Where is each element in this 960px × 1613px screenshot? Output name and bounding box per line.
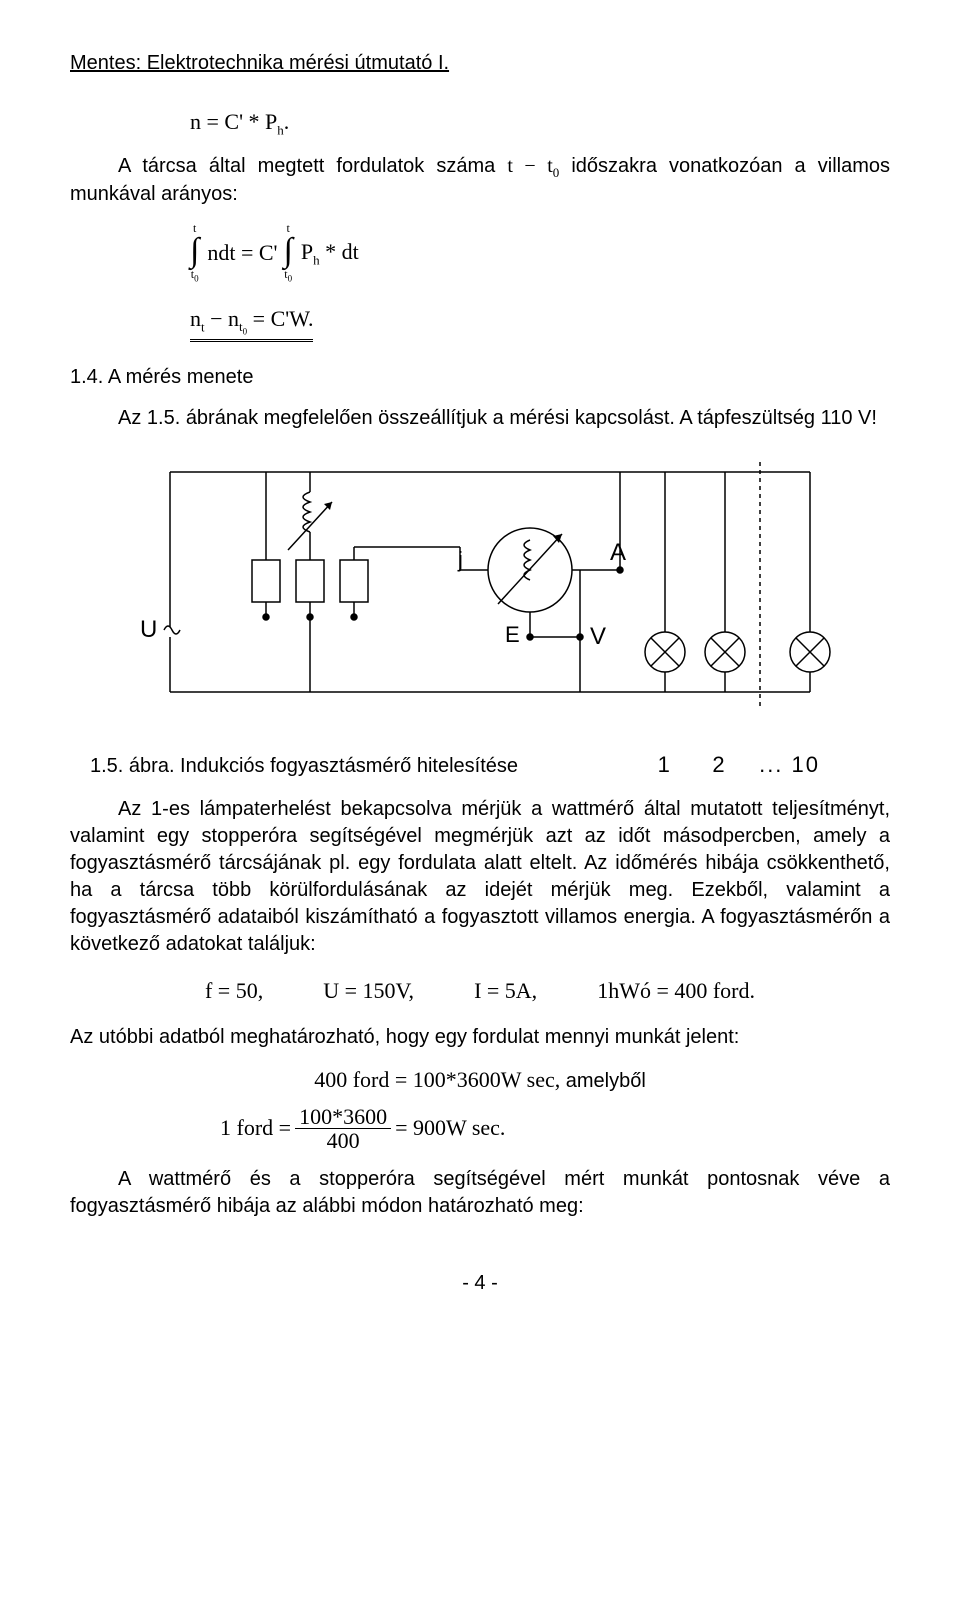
label-V: V <box>590 623 606 650</box>
eq3-a: n <box>190 306 201 331</box>
param-u: U = 150V, <box>323 976 414 1006</box>
page-number: - 4 - <box>70 1270 890 1297</box>
equation-nt-cw: nt − nt0 = C'W. <box>190 304 890 342</box>
int-rhs: Ph * dt <box>301 237 359 269</box>
int-lhs: ndt = C' <box>207 238 277 268</box>
int-bot2-sub: 0 <box>288 274 293 284</box>
eq3-sub2: t0 <box>239 319 247 334</box>
int-bot: t0 <box>191 268 199 283</box>
param-ford: 1hWó = 400 ford. <box>597 976 755 1006</box>
paragraph-error: A wattmérő és a stopperóra segítségével … <box>70 1166 890 1220</box>
eq-text: n = C' * P <box>190 109 277 134</box>
paragraph-setup: Az 1.5. ábrának megfelelően összeállítju… <box>70 405 890 432</box>
integral-right: t ∫ t0 <box>284 222 293 283</box>
int-rhs-tail: * dt <box>320 239 359 264</box>
paragraph-interval: A tárcsa által megtett fordulatok száma … <box>70 153 890 209</box>
figure-caption-row: 1.5. ábra. Indukciós fogyasztásmérő hite… <box>70 750 890 780</box>
eq5-body: 400 ford = 100*3600W sec, <box>314 1067 566 1092</box>
eq6-num: 100*3600 <box>295 1105 391 1128</box>
eq6-rhs: = 900W sec. <box>395 1113 505 1143</box>
lamp-numbers: 1 2 ... 10 <box>658 750 820 780</box>
circuit-svg: U j <box>110 452 850 732</box>
text: Az 1.5. ábrának megfelelően összeállítju… <box>118 407 877 429</box>
int-bot2: t0 <box>284 268 292 283</box>
eq6-den: 400 <box>323 1129 364 1152</box>
figure-caption: 1.5. ábra. Indukciós fogyasztásmérő hite… <box>70 753 518 780</box>
label-U: U <box>140 616 157 643</box>
param-f: f = 50, <box>205 976 263 1006</box>
paragraph-derive: Az utóbbi adatból meghatározható, hogy e… <box>70 1024 890 1051</box>
equation-integral: t ∫ t0 ndt = C' t ∫ t0 Ph * dt <box>190 222 890 283</box>
label-E: E <box>505 622 520 647</box>
eq6-fraction: 100*3600 400 <box>295 1105 391 1152</box>
inline-expr: t − t0 <box>507 155 559 177</box>
text: A tárcsa által megtett fordulatok száma <box>118 155 507 177</box>
paragraph-measurement: Az 1-es lámpaterhelést bekapcsolva mérjü… <box>70 796 890 958</box>
section-1-4-title: 1.4. A mérés menete <box>70 364 890 391</box>
meter-parameters-row: f = 50, U = 150V, I = 5A, 1hWó = 400 for… <box>70 976 890 1006</box>
equation-400ford: 400 ford = 100*3600W sec, amelyből <box>70 1065 890 1095</box>
eq3-mid: − n <box>205 306 239 331</box>
int-bot-sub: 0 <box>194 274 199 284</box>
eq6-lhs: 1 ford = <box>220 1113 291 1143</box>
page-header-title: Mentes: Elektrotechnika mérési útmutató … <box>70 50 890 77</box>
integral-left: t ∫ t0 <box>190 222 199 283</box>
equation-n-cp: n = C' * Ph. <box>190 107 890 139</box>
eq-tail: . <box>284 109 290 134</box>
integral-symbol: ∫ <box>284 234 293 268</box>
label-A: A <box>610 539 626 566</box>
param-i: I = 5A, <box>474 976 537 1006</box>
eq3-underlined: nt − nt0 = C'W. <box>190 304 313 342</box>
int-rhs-p: P <box>301 239 313 264</box>
eq5-tail: amelyből <box>566 1070 646 1092</box>
equation-1ford: 1 ford = 100*3600 400 = 900W sec. <box>220 1105 890 1152</box>
integral-symbol: ∫ <box>190 234 199 268</box>
eq3-tail: = C'W. <box>247 306 313 331</box>
expr-text: t − t <box>507 155 552 177</box>
circuit-diagram: U j <box>70 452 890 740</box>
